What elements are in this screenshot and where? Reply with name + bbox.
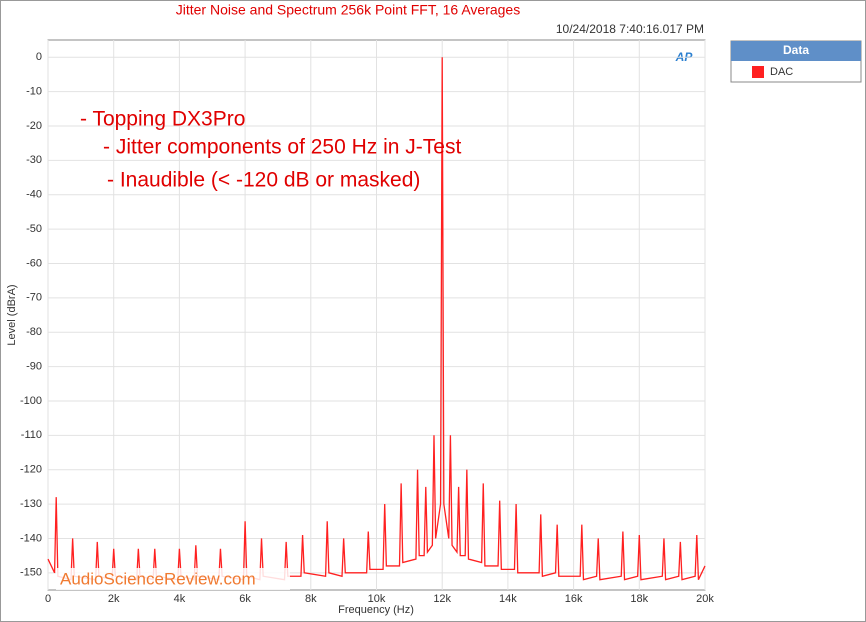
x-axis-label: Frequency (Hz) [338,604,414,616]
x-tick-label: 4k [174,593,186,605]
y-tick-label: -80 [26,326,42,338]
y-tick-label: -110 [21,429,42,441]
y-tick-label: -70 [26,292,42,304]
chart-title: Jitter Noise and Spectrum 256k Point FFT… [176,2,520,18]
x-tick-label: 18k [630,593,648,605]
x-tick-label: 0 [45,593,51,605]
y-tick-label: -20 [26,120,42,132]
y-tick-label: -100 [20,395,42,407]
y-tick-label: -140 [20,532,42,544]
timestamp: 10/24/2018 7:40:16.017 PM [556,22,704,36]
x-tick-label: 6k [239,593,251,605]
annotation: - Jitter components of 250 Hz in J-Test [103,136,461,159]
legend-label: DAC [770,66,793,78]
y-tick-label: -150 [20,567,42,579]
y-tick-label: -60 [26,257,42,269]
x-tick-label: 12k [433,593,451,605]
y-axis-label: Level (dBrA) [6,284,18,345]
y-tick-label: 0 [36,51,42,63]
y-tick-label: -50 [26,223,42,235]
y-tick-label: -90 [26,360,42,372]
y-tick-label: -30 [26,154,42,166]
x-tick-label: 10k [368,593,386,605]
legend-title: Data [783,43,809,57]
legend-swatch [752,66,764,78]
x-tick-label: 14k [499,593,517,605]
annotation: - Inaudible (< -120 dB or masked) [107,169,420,192]
x-tick-label: 2k [108,593,120,605]
y-tick-label: -120 [20,464,42,476]
x-tick-label: 8k [305,593,317,605]
legend-header [731,41,861,61]
x-tick-label: 16k [565,593,583,605]
y-tick-label: -40 [26,189,42,201]
watermark: AudioScienceReview.com [60,569,256,588]
y-tick-label: -10 [26,85,42,97]
annotation: - Topping DX3Pro [80,108,245,131]
y-tick-label: -130 [20,498,42,510]
watermark-bg [56,568,290,590]
x-tick-label: 20k [696,593,714,605]
